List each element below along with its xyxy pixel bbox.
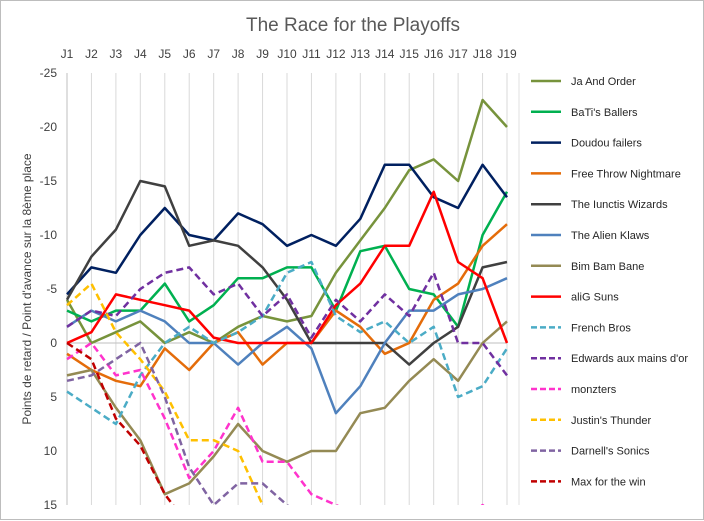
legend-label: Darnell's Sonics bbox=[571, 446, 650, 458]
series-line-edwards-aux-mains-d-or bbox=[66, 266, 508, 377]
y-tick-label: -10 bbox=[40, 228, 58, 242]
y-tick-label: 5 bbox=[50, 390, 57, 404]
x-tick-label: J18 bbox=[473, 47, 493, 61]
series-line-darnell-s-sonics bbox=[66, 341, 289, 505]
legend-label: Doudou failers bbox=[571, 138, 642, 150]
legend-label: Edwards aux mains d'or bbox=[571, 353, 688, 365]
y-tick-label: -20 bbox=[40, 120, 58, 134]
y-tick-label: -5 bbox=[46, 282, 57, 296]
chart-title: The Race for the Playoffs bbox=[246, 15, 460, 36]
y-tick-label: -15 bbox=[40, 174, 58, 188]
series-line-alig-suns bbox=[66, 190, 509, 345]
x-tick-label: J4 bbox=[134, 47, 147, 61]
x-tick-label: J11 bbox=[302, 47, 321, 61]
legend-label: Max for the win bbox=[571, 476, 646, 488]
legend-label: The Iunctis Wizards bbox=[571, 199, 668, 211]
x-tick-label: J14 bbox=[375, 47, 395, 61]
y-tick-label: 15 bbox=[44, 498, 58, 512]
y-tick-label: 10 bbox=[44, 444, 58, 458]
y-tick-label: -25 bbox=[40, 66, 58, 80]
x-tick-label: J2 bbox=[85, 47, 98, 61]
series-line-doudou-failers bbox=[66, 163, 508, 296]
legend-label: Ja And Order bbox=[571, 76, 636, 88]
series-line-bim-bam-bane bbox=[66, 320, 508, 496]
legend-label: monzters bbox=[571, 384, 617, 396]
legend-label: aliG Suns bbox=[571, 292, 619, 304]
y-axis-label: Points de retard / Point d'avance sur la… bbox=[20, 153, 34, 424]
legend-label: The Alien Klaws bbox=[571, 230, 650, 242]
legend-label: French Bros bbox=[571, 322, 631, 334]
legend-label: Free Throw Nightmare bbox=[571, 168, 681, 180]
series-line-the-iunctis-wizards bbox=[65, 179, 508, 366]
x-tick-label: J5 bbox=[158, 47, 171, 61]
series-line-the-alien-klaws bbox=[66, 277, 508, 415]
x-tick-label: J8 bbox=[232, 47, 245, 61]
x-tick-label: J17 bbox=[448, 47, 468, 61]
legend-label: Justin's Thunder bbox=[571, 415, 652, 427]
x-tick-label: J19 bbox=[497, 47, 517, 61]
x-tick-label: J10 bbox=[277, 47, 297, 61]
x-tick-label: J3 bbox=[110, 47, 123, 61]
x-tick-label: J6 bbox=[183, 47, 196, 61]
legend-label: BaTi's Ballers bbox=[571, 107, 638, 119]
x-tick-label: J1 bbox=[61, 47, 74, 61]
x-tick-label: J16 bbox=[424, 47, 444, 61]
series-line-justin-s-thunder bbox=[66, 282, 265, 505]
x-tick-label: J7 bbox=[207, 47, 220, 61]
x-tick-label: J13 bbox=[351, 47, 371, 61]
x-tick-label: J9 bbox=[256, 47, 269, 61]
x-tick-label: J15 bbox=[400, 47, 420, 61]
series-line-ja-and-order bbox=[65, 98, 508, 345]
x-tick-label: J12 bbox=[326, 47, 346, 61]
series-line-monzters bbox=[66, 341, 485, 505]
series-line-french-bros bbox=[66, 260, 509, 426]
y-tick-label: 0 bbox=[50, 336, 57, 350]
legend-label: Bim Bam Bane bbox=[571, 261, 644, 273]
